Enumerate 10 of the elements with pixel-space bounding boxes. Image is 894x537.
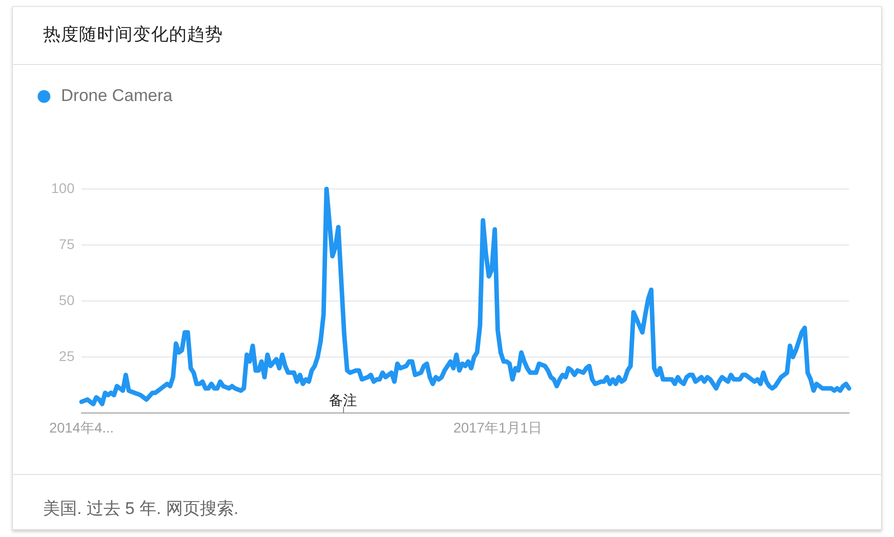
x-tick-label: 2017年1月1日	[453, 419, 542, 436]
y-tick-label: 100	[51, 180, 75, 196]
legend-label: Drone Camera	[61, 86, 174, 106]
y-tick-label: 75	[58, 236, 75, 252]
x-tick-label: 2014年4...	[49, 419, 114, 436]
annotation: 备注	[329, 392, 357, 408]
chart-title: 热度随时间变化的趋势	[43, 24, 223, 44]
y-tick-label: 50	[58, 292, 75, 308]
text: 美国. 过去 5 年. 网页搜索.	[43, 499, 239, 519]
y-tick-label: 25	[58, 348, 75, 364]
